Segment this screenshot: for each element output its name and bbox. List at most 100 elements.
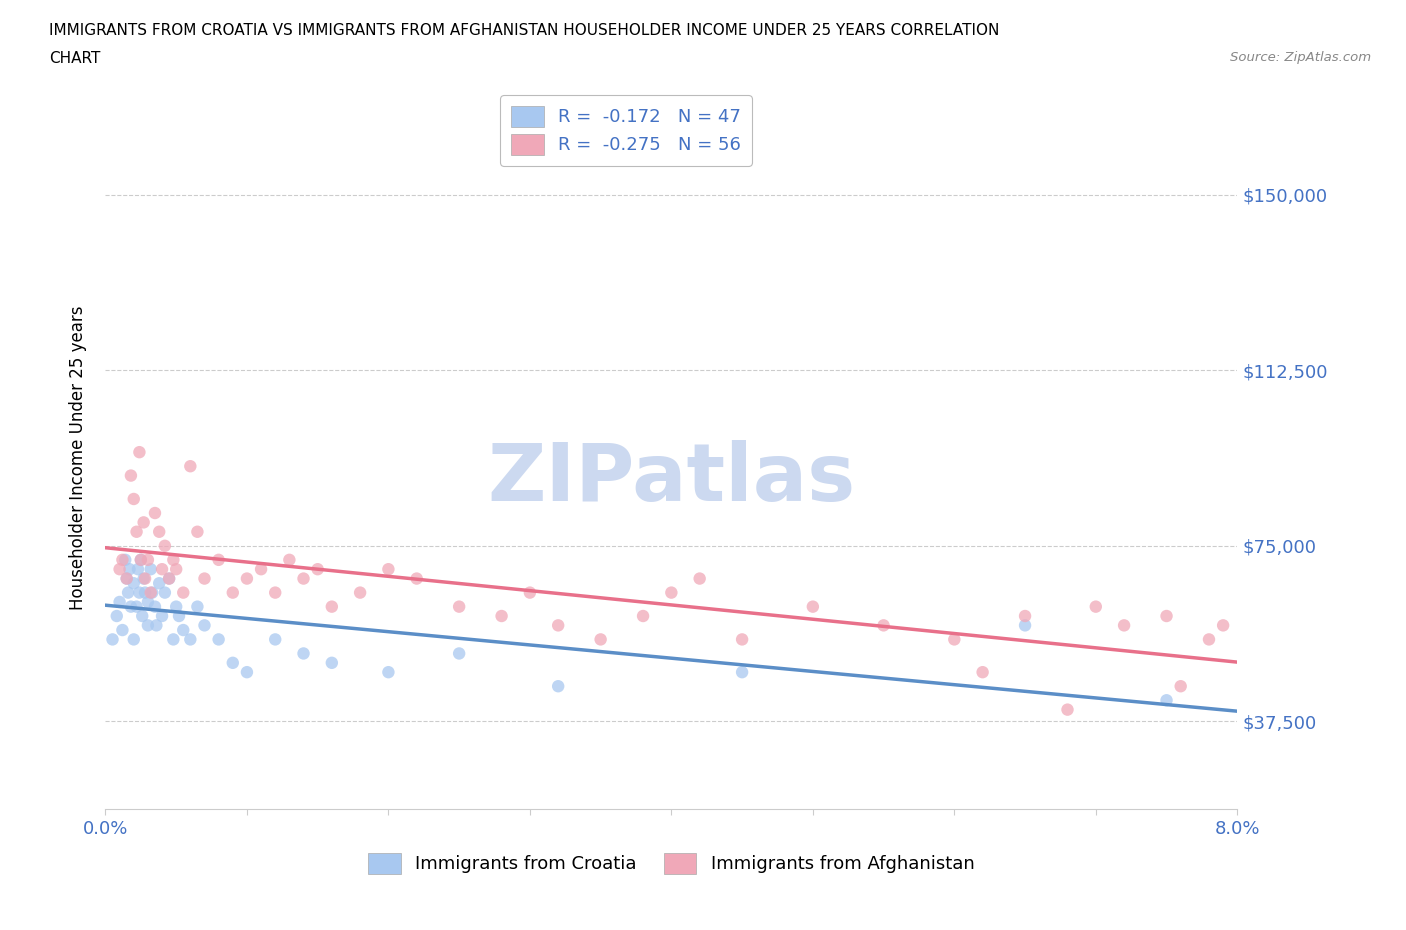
Point	[125, 525, 148, 539]
Point	[1114, 618, 1136, 632]
Point	[491, 608, 513, 623]
Point	[136, 594, 159, 609]
Point	[547, 618, 569, 632]
Point	[153, 585, 176, 600]
Point	[115, 571, 138, 586]
Point	[129, 552, 152, 567]
Point	[1014, 608, 1036, 623]
Point	[1170, 679, 1192, 694]
Point	[208, 632, 231, 647]
Point	[222, 656, 245, 671]
Point	[150, 608, 173, 623]
Point	[731, 632, 754, 647]
Point	[128, 585, 150, 600]
Point	[108, 594, 131, 609]
Point	[349, 585, 371, 600]
Text: Source: ZipAtlas.com: Source: ZipAtlas.com	[1230, 51, 1371, 64]
Point	[131, 608, 153, 623]
Point	[108, 562, 131, 577]
Point	[139, 562, 162, 577]
Point	[321, 656, 343, 671]
Point	[127, 562, 149, 577]
Point	[801, 599, 824, 614]
Point	[547, 679, 569, 694]
Point	[236, 665, 259, 680]
Point	[193, 571, 215, 586]
Point	[167, 608, 190, 623]
Point	[122, 632, 145, 647]
Point	[689, 571, 711, 586]
Point	[449, 599, 471, 614]
Point	[122, 576, 145, 591]
Point	[519, 585, 541, 600]
Point	[186, 599, 208, 614]
Point	[321, 599, 343, 614]
Point	[139, 585, 162, 600]
Point	[134, 571, 156, 586]
Point	[117, 585, 139, 600]
Point	[193, 618, 215, 632]
Point	[145, 618, 167, 632]
Point	[972, 665, 994, 680]
Point	[120, 468, 142, 483]
Text: ZIPatlas: ZIPatlas	[488, 440, 855, 518]
Point	[292, 646, 315, 661]
Point	[264, 632, 287, 647]
Point	[111, 552, 134, 567]
Point	[122, 492, 145, 507]
Point	[872, 618, 894, 632]
Point	[731, 665, 754, 680]
Point	[1198, 632, 1220, 647]
Point	[120, 599, 142, 614]
Point	[143, 599, 166, 614]
Point	[114, 552, 136, 567]
Text: CHART: CHART	[49, 51, 101, 66]
Point	[307, 562, 329, 577]
Point	[631, 608, 654, 623]
Point	[162, 632, 184, 647]
Point	[125, 599, 148, 614]
Point	[186, 525, 208, 539]
Point	[1084, 599, 1107, 614]
Point	[143, 506, 166, 521]
Point	[1014, 618, 1036, 632]
Point	[148, 525, 170, 539]
Point	[162, 552, 184, 567]
Point	[1156, 693, 1178, 708]
Point	[129, 552, 152, 567]
Point	[128, 445, 150, 459]
Point	[105, 608, 128, 623]
Text: IMMIGRANTS FROM CROATIA VS IMMIGRANTS FROM AFGHANISTAN HOUSEHOLDER INCOME UNDER : IMMIGRANTS FROM CROATIA VS IMMIGRANTS FR…	[49, 23, 1000, 38]
Point	[222, 585, 245, 600]
Point	[1212, 618, 1234, 632]
Point	[150, 562, 173, 577]
Point	[157, 571, 180, 586]
Point	[165, 562, 187, 577]
Point	[165, 599, 187, 614]
Point	[111, 622, 134, 637]
Point	[172, 622, 194, 637]
Point	[250, 562, 273, 577]
Point	[264, 585, 287, 600]
Point	[943, 632, 966, 647]
Point	[449, 646, 471, 661]
Point	[136, 552, 159, 567]
Point	[134, 585, 156, 600]
Point	[115, 571, 138, 586]
Point	[236, 571, 259, 586]
Point	[132, 571, 155, 586]
Point	[172, 585, 194, 600]
Point	[179, 632, 201, 647]
Point	[141, 585, 163, 600]
Point	[1056, 702, 1078, 717]
Point	[148, 576, 170, 591]
Point	[292, 571, 315, 586]
Point	[136, 618, 159, 632]
Point	[153, 538, 176, 553]
Point	[661, 585, 683, 600]
Legend: Immigrants from Croatia, Immigrants from Afghanistan: Immigrants from Croatia, Immigrants from…	[361, 845, 981, 881]
Point	[278, 552, 301, 567]
Point	[179, 458, 201, 473]
Point	[1156, 608, 1178, 623]
Point	[118, 562, 141, 577]
